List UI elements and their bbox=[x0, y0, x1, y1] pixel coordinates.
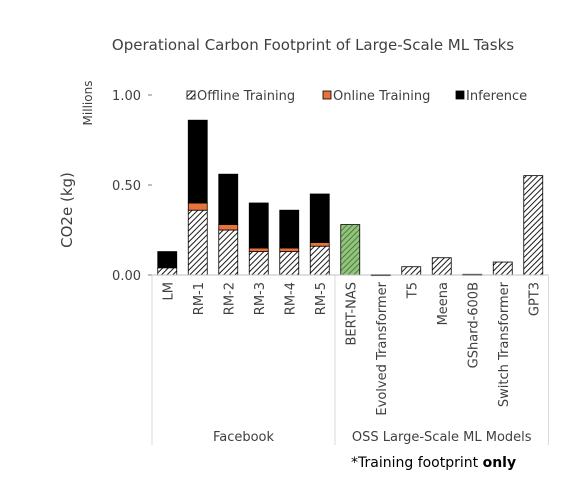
bar-rm-3-online-training bbox=[248, 247, 269, 252]
footnote-text: *Training footprint bbox=[351, 455, 483, 471]
category-groups: Facebook OSS Large-Scale ML Models bbox=[151, 275, 549, 445]
bars bbox=[152, 119, 549, 277]
footnote: *Training footprint only bbox=[351, 455, 516, 471]
bar-rm-2-offline-training bbox=[218, 229, 239, 276]
x-label-evolved-transformer: Evolved Transformer bbox=[375, 281, 390, 415]
bar-rm-1-offline-training bbox=[187, 209, 208, 276]
bar-rm-5-inference bbox=[309, 193, 330, 243]
bar-rm-1-inference bbox=[187, 119, 208, 204]
bar-rm-3-inference bbox=[248, 202, 269, 249]
x-label-bert-nas: BERT-NAS bbox=[344, 282, 359, 346]
footnote-bold: only bbox=[483, 455, 517, 471]
bar-rm-5-offline-training bbox=[309, 245, 330, 276]
y-axis-label: CO2e (kg) bbox=[58, 172, 76, 248]
chart-title: Operational Carbon Footprint of Large-Sc… bbox=[112, 36, 514, 54]
bar-rm-4-inference bbox=[279, 209, 300, 249]
bar-meena-offline-training bbox=[431, 257, 452, 276]
x-axis-labels: LM RM-1 RM-2 RM-3 RM-4 RM-5 BERT-NAS Evolved Tr… bbox=[161, 281, 542, 415]
bar-rm-4-offline-training bbox=[279, 251, 300, 276]
x-label-gshard-600b: GShard-600B bbox=[466, 282, 481, 368]
legend-swatch-online-training bbox=[322, 90, 332, 100]
x-label-meena: Meena bbox=[436, 282, 451, 325]
bar-rm-4-online-training bbox=[279, 247, 300, 252]
x-label-lm: LM bbox=[161, 282, 176, 300]
bar-rm-1-online-training bbox=[187, 202, 208, 211]
bar-t5-offline-training bbox=[401, 266, 422, 276]
group-label-facebook: Facebook bbox=[213, 430, 275, 445]
bar-rm-5-online-training bbox=[309, 242, 330, 247]
y-axis: 0.00 0.50 1.00 bbox=[112, 89, 152, 284]
bar-rm-3-offline-training bbox=[248, 251, 269, 276]
bar-bert-nas-offline-training bbox=[340, 224, 361, 276]
group-label-oss-large-scale-ml-models: OSS Large-Scale ML Models bbox=[352, 430, 532, 445]
x-label-switch-transformer: Switch Transformer bbox=[497, 281, 512, 407]
y-axis-unit-label: Millions bbox=[81, 81, 95, 126]
x-label-rm-4: RM-4 bbox=[283, 282, 298, 315]
y-tick-label: 0.50 bbox=[112, 179, 141, 194]
legend-swatch-inference bbox=[455, 90, 465, 100]
x-label-rm-2: RM-2 bbox=[222, 282, 237, 315]
x-label-gpt3: GPT3 bbox=[527, 282, 542, 316]
legend: Offline Training Online Training Inference bbox=[186, 89, 527, 104]
bar-rm-2-inference bbox=[218, 173, 239, 225]
bar-lm-offline-training bbox=[157, 267, 178, 276]
bar-gpt3-offline-training bbox=[523, 175, 544, 276]
bar-switch-transformer-offline-training bbox=[492, 261, 513, 276]
x-label-t5: T5 bbox=[405, 282, 420, 299]
x-label-rm-5: RM-5 bbox=[314, 282, 329, 315]
bar-lm-inference bbox=[157, 251, 178, 269]
bar-rm-2-online-training bbox=[218, 224, 239, 231]
x-label-rm-1: RM-1 bbox=[192, 282, 207, 315]
legend-label-inference: Inference bbox=[466, 89, 527, 104]
legend-swatch-offline-training bbox=[186, 90, 196, 100]
y-tick-label: 0.00 bbox=[112, 269, 141, 284]
x-label-rm-3: RM-3 bbox=[253, 282, 268, 315]
legend-label-online-training: Online Training bbox=[333, 89, 430, 104]
legend-label-offline-training: Offline Training bbox=[197, 89, 295, 104]
y-tick-label: 1.00 bbox=[112, 89, 141, 104]
